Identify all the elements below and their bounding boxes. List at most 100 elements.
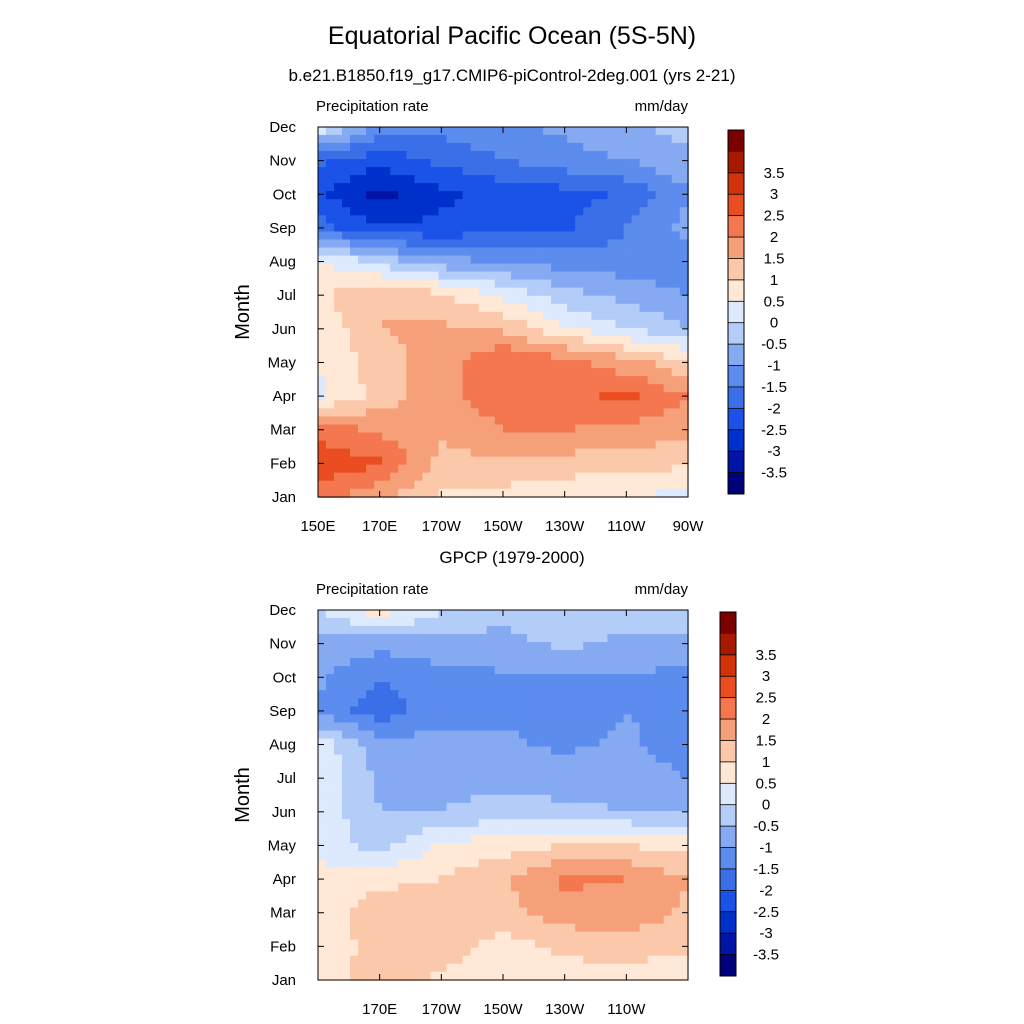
heatmap-cell	[478, 674, 488, 684]
heatmap-cell	[518, 625, 528, 635]
heatmap-cell	[615, 303, 625, 313]
heatmap-cell	[559, 617, 569, 627]
heatmap-cell	[663, 738, 673, 748]
heatmap-cell	[446, 802, 456, 812]
heatmap-cell	[470, 223, 480, 233]
heatmap-cell	[430, 931, 440, 941]
heatmap-cell	[543, 488, 553, 498]
heatmap-cell	[438, 432, 448, 442]
heatmap-cell	[543, 883, 553, 893]
heatmap-cell	[679, 311, 689, 321]
heatmap-cell	[551, 827, 561, 836]
heatmap-cell	[623, 754, 633, 764]
heatmap-cell	[462, 827, 472, 836]
heatmap-cell	[382, 633, 392, 643]
heatmap-cell	[350, 891, 359, 901]
heatmap-cell	[502, 448, 512, 458]
heatmap-cell	[478, 424, 488, 434]
heatmap-cell	[679, 303, 689, 313]
heatmap-cell	[679, 327, 689, 337]
heatmap-cell	[671, 730, 681, 740]
heatmap-cell	[639, 891, 649, 901]
heatmap-cell	[390, 159, 400, 168]
heatmap-cell	[599, 738, 609, 748]
heatmap-cell	[333, 947, 343, 957]
heatmap-cell	[623, 183, 633, 193]
heatmap-cell	[406, 424, 416, 434]
heatmap-cell	[575, 199, 585, 209]
heatmap-cell	[422, 867, 432, 877]
heatmap-cell	[333, 215, 343, 225]
heatmap-cell	[591, 835, 601, 845]
heatmap-cell	[607, 239, 617, 249]
heatmap-cell	[631, 818, 641, 828]
heatmap-cell	[526, 287, 536, 297]
heatmap-cell	[430, 778, 440, 788]
heatmap-cell	[350, 159, 359, 168]
heatmap-cell	[647, 167, 657, 177]
heatmap-cell	[679, 827, 689, 836]
heatmap-cell	[325, 167, 335, 177]
heatmap-cell	[398, 400, 408, 410]
heatmap-cell	[543, 327, 553, 337]
heatmap-cell	[333, 674, 343, 684]
heatmap-cell	[575, 368, 585, 378]
heatmap-cell	[406, 859, 416, 869]
heatmap-cell	[350, 191, 359, 201]
heatmap-cell	[647, 971, 657, 981]
heatmap-cell	[575, 464, 585, 474]
heatmap-cell	[647, 867, 657, 877]
heatmap-cell	[679, 215, 689, 225]
heatmap-cell	[398, 786, 408, 796]
colorbar-tick-label: -0.5	[761, 336, 787, 353]
heatmap-cell	[679, 344, 689, 353]
heatmap-cell	[639, 368, 649, 378]
heatmap-cell	[583, 311, 593, 321]
heatmap-cell	[366, 730, 376, 740]
heatmap-cell	[382, 392, 392, 402]
heatmap-cell	[478, 931, 488, 941]
heatmap-cell	[406, 150, 416, 160]
heatmap-cell	[406, 947, 416, 957]
heatmap-cell	[486, 376, 496, 386]
heatmap-cell	[591, 883, 601, 893]
heatmap-cell	[583, 682, 593, 692]
heatmap-cell	[486, 408, 496, 418]
heatmap-cell	[631, 939, 641, 949]
heatmap-cell	[567, 802, 577, 812]
heatmap-cell	[535, 923, 544, 933]
heatmap-cell	[317, 472, 327, 482]
heatmap-cell	[382, 207, 392, 217]
heatmap-cell	[374, 215, 384, 225]
heatmap-cell	[526, 730, 536, 740]
heatmap-cell	[430, 311, 440, 321]
heatmap-cell	[341, 883, 351, 893]
heatmap-cell	[446, 456, 456, 466]
heatmap-cell	[406, 159, 416, 168]
heatmap-cell	[526, 609, 536, 619]
heatmap-cell	[518, 971, 528, 981]
heatmap-cell	[551, 319, 561, 329]
heatmap-cell	[325, 818, 335, 828]
heatmap-cell	[446, 714, 456, 724]
heatmap-cell	[406, 335, 416, 345]
heatmap-cell	[390, 875, 400, 885]
heatmap-cell	[679, 674, 689, 684]
heatmap-cell	[333, 199, 343, 209]
heatmap-cell	[454, 287, 464, 297]
heatmap-cell	[526, 440, 536, 450]
heatmap-cell	[567, 714, 577, 724]
heatmap-cell	[341, 231, 351, 241]
heatmap-cell	[478, 311, 488, 321]
heatmap-cell	[317, 907, 327, 917]
heatmap-cell	[382, 955, 392, 965]
heatmap-cell	[374, 448, 384, 458]
heatmap-cell	[454, 633, 464, 643]
heatmap-cell	[639, 255, 649, 265]
x-tick-label: 170E	[362, 1001, 397, 1018]
heatmap-cell	[567, 352, 577, 362]
heatmap-cell	[623, 738, 633, 748]
heatmap-cell	[535, 650, 544, 660]
heatmap-cell	[615, 690, 625, 700]
heatmap-cell	[663, 488, 673, 498]
